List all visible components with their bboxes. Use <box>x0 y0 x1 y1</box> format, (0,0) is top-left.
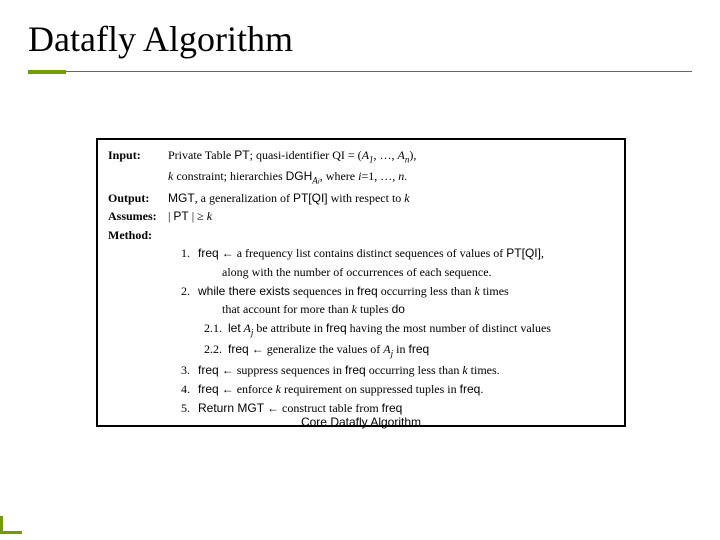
txt: ← a frequency list contains distinct seq… <box>219 246 507 260</box>
txt: A <box>383 342 390 356</box>
txt: occurring less than <box>366 363 463 377</box>
corner-accent-icon <box>0 518 22 540</box>
algo-output: Output: MGT, a generalization of PT[QI] … <box>108 189 614 208</box>
figure-caption: Core Datafly Algorithm <box>96 415 626 429</box>
txt: freq <box>357 284 378 298</box>
txt: freq <box>345 363 366 377</box>
txt: freq <box>228 342 249 356</box>
step-num: 2.2. <box>198 340 228 361</box>
step-num: 2. <box>168 282 198 319</box>
txt: ← construct table from <box>264 401 382 415</box>
txt: Private Table <box>168 148 234 162</box>
step-num: 3. <box>168 361 198 380</box>
input-body: Private Table PT; quasi-identifier QI = … <box>168 146 614 189</box>
txt: . <box>480 382 483 396</box>
txt: . <box>404 169 407 183</box>
txt: ← suppress sequences in <box>219 363 345 377</box>
step-2-2: 2.2. freq ← generalize the values of Aj … <box>198 340 614 361</box>
txt: , …, <box>374 148 398 162</box>
txt: freq <box>460 382 481 396</box>
step-3: 3. freq ← suppress sequences in freq occ… <box>168 361 614 380</box>
step-text: let Aj be attribute in freq having the m… <box>228 319 614 340</box>
txt: k <box>404 191 409 205</box>
txt: PT[QI] <box>293 191 328 205</box>
txt: freq <box>198 382 219 396</box>
txt: that account for more than <box>222 302 352 316</box>
txt: MGT <box>237 401 264 415</box>
step-text: freq ← enforce k requirement on suppress… <box>198 380 614 399</box>
txt: Return <box>198 401 237 415</box>
txt: along with the number of occurrences of … <box>198 263 614 282</box>
txt: tuples <box>357 302 392 316</box>
algo-input: Input: Private Table PT; quasi-identifie… <box>108 146 614 189</box>
txt: PT <box>173 209 188 223</box>
step-num: 1. <box>168 244 198 281</box>
txt: ), <box>409 148 416 162</box>
assumes-label: Assumes: <box>108 207 168 226</box>
algo-assumes: Assumes: | PT | ≥ k <box>108 207 614 226</box>
txt: freq <box>382 401 403 415</box>
txt: =1, …, <box>361 169 398 183</box>
method-label: Method: <box>108 226 168 245</box>
title-region: Datafly Algorithm <box>0 0 720 84</box>
txt: requirement on suppressed tuples in <box>281 382 460 396</box>
step-text: while there exists sequences in freq occ… <box>198 282 614 319</box>
txt: do <box>392 302 405 316</box>
step-text: freq ← a frequency list contains distinc… <box>198 244 614 281</box>
step-2-1: 2.1. let Aj be attribute in freq having … <box>198 319 614 340</box>
txt: , <box>541 246 544 260</box>
txt: freq <box>409 342 430 356</box>
txt: MGT <box>168 191 195 205</box>
txt: while there exists <box>198 284 290 298</box>
step-text: freq ← generalize the values of Aj in fr… <box>228 340 614 361</box>
title-underline <box>28 70 692 74</box>
cont: that account for more than k tuples do <box>198 300 614 319</box>
txt: in <box>393 342 408 356</box>
txt: A <box>398 148 405 162</box>
txt: constraint; hierarchies <box>173 169 285 183</box>
step-num: 4. <box>168 380 198 399</box>
txt: ← enforce <box>219 382 276 396</box>
step-1: 1. freq ← a frequency list contains dist… <box>168 244 614 281</box>
txt: freq <box>198 363 219 377</box>
step-2: 2. while there exists sequences in freq … <box>168 282 614 319</box>
output-label: Output: <box>108 189 168 208</box>
txt: be attribute in <box>253 321 326 335</box>
algo-steps: 1. freq ← a frequency list contains dist… <box>168 244 614 417</box>
assumes-body: | PT | ≥ k <box>168 207 614 226</box>
txt: freq <box>198 246 219 260</box>
txt: times <box>480 284 509 298</box>
slide-title: Datafly Algorithm <box>28 18 692 60</box>
txt: having the most number of distinct value… <box>347 321 551 335</box>
txt: sequences in <box>290 284 357 298</box>
txt: DGH <box>286 169 313 183</box>
txt: A <box>362 148 369 162</box>
step-num: 2.1. <box>198 319 228 340</box>
txt: occurring less than <box>378 284 475 298</box>
txt: times. <box>468 363 500 377</box>
txt: PT[QI] <box>506 246 541 260</box>
txt: | ≥ <box>189 209 207 223</box>
txt: PT <box>234 148 249 162</box>
input-label: Input: <box>108 146 168 189</box>
substeps-2: 2.1. let Aj be attribute in freq having … <box>198 319 614 362</box>
txt: k <box>207 209 212 223</box>
step-text: freq ← suppress sequences in freq occurr… <box>198 361 614 380</box>
txt: , where <box>320 169 358 183</box>
txt: ← generalize the values of <box>249 342 384 356</box>
step-4: 4. freq ← enforce k requirement on suppr… <box>168 380 614 399</box>
underline-rule <box>66 71 692 72</box>
txt: ; quasi-identifier QI = ( <box>250 148 362 162</box>
accent-bar <box>28 70 66 74</box>
txt: A <box>241 321 251 335</box>
algo-method: Method: <box>108 226 614 245</box>
txt: , a generalization of <box>195 191 293 205</box>
txt: with respect to <box>328 191 405 205</box>
txt: freq <box>326 321 347 335</box>
txt: let <box>228 321 241 335</box>
output-body: MGT, a generalization of PT[QI] with res… <box>168 189 614 208</box>
algorithm-box: Input: Private Table PT; quasi-identifie… <box>96 138 626 427</box>
